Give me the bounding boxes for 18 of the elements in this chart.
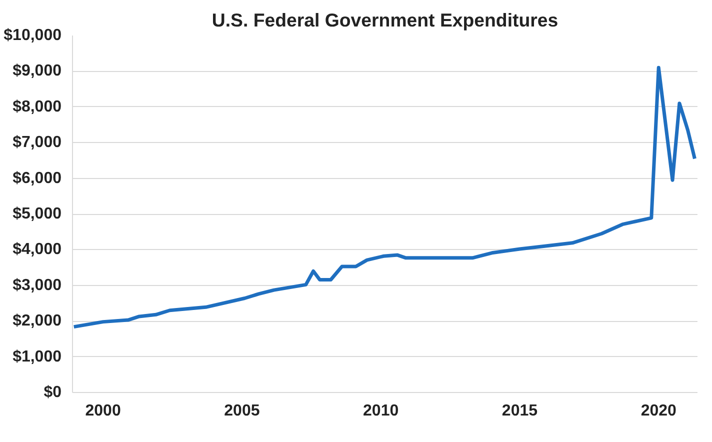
x-tick-label: 2000 [85,402,121,420]
y-tick-label: $7,000 [12,134,62,152]
x-tick-label: 2005 [224,402,260,420]
chart-title: U.S. Federal Government Expenditures [212,10,558,30]
y-tick-label: $3,000 [12,276,62,294]
line-series [72,66,696,329]
y-tick-label: $1,000 [12,348,62,366]
y-tick-label: $9,000 [12,62,62,80]
x-tick-label: 2015 [502,402,538,420]
y-tick-label: $6,000 [12,170,62,187]
y-tick-label: $8,000 [12,98,62,116]
y-tick-label: $5,000 [12,206,62,222]
y-tick-label: $0 [44,384,62,401]
y-tick-label: $10,000 [4,27,62,44]
y-tick-label: $4,000 [12,241,62,258]
x-tick-label: 2020 [640,402,677,420]
x-tick-label: 2010 [363,402,399,420]
y-tick-label: $2,000 [12,312,62,330]
